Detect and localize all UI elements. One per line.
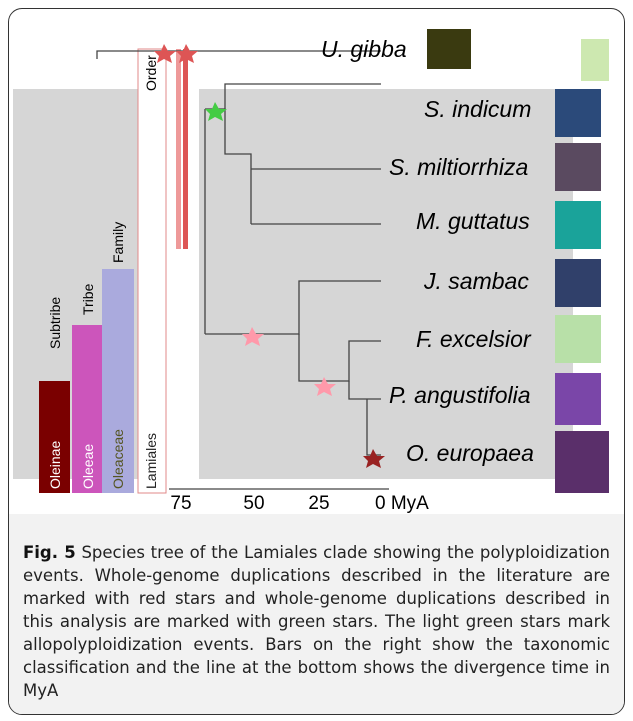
species-label: J. sambac bbox=[423, 268, 529, 294]
species-photo bbox=[555, 143, 601, 191]
tax-header: Subtribe bbox=[47, 297, 63, 349]
species-photo bbox=[427, 29, 471, 69]
tax-header: Tribe bbox=[80, 283, 96, 315]
species-label: S. miltiorrhiza bbox=[389, 154, 528, 180]
page: {"figure": { "species": ["U. gibba", "S.… bbox=[0, 0, 633, 721]
species-photo bbox=[555, 373, 601, 425]
tax-name: Oleeae bbox=[80, 444, 96, 489]
species-photo bbox=[555, 431, 609, 493]
axis-tick-label: 75 bbox=[170, 493, 191, 514]
tax-name: Lamiales bbox=[143, 433, 159, 489]
axis-tick-label: 0 MyA bbox=[375, 493, 429, 514]
caption: Fig. 5 Species tree of the Lamiales clad… bbox=[9, 514, 624, 702]
axis-tick-label: 25 bbox=[308, 493, 329, 514]
species-label: F. excelsior bbox=[416, 326, 532, 352]
axis-tick-label: 50 bbox=[243, 493, 264, 514]
species-label: O. europaea bbox=[406, 440, 534, 466]
figure: Subtribe Tribe Family Order Oleinae Olee… bbox=[8, 8, 625, 715]
caption-box: Fig. 5 Species tree of the Lamiales clad… bbox=[9, 514, 624, 714]
species-label: S. indicum bbox=[424, 96, 531, 122]
species-photo bbox=[555, 259, 601, 307]
species-photo bbox=[555, 89, 601, 137]
species-label: U. gibba bbox=[321, 36, 407, 62]
tax-header: Family bbox=[110, 222, 126, 263]
tax-header: Order bbox=[143, 55, 159, 91]
red-line bbox=[176, 49, 181, 249]
species-photo bbox=[555, 315, 601, 363]
red-line bbox=[183, 49, 188, 249]
species-label: P. angustifolia bbox=[389, 382, 531, 408]
species-photo bbox=[555, 201, 601, 249]
tax-name: Oleaceae bbox=[110, 429, 126, 489]
species-photo bbox=[581, 39, 609, 81]
tax-name: Oleinae bbox=[47, 441, 63, 489]
caption-text: Species tree of the Lamiales clade showi… bbox=[23, 543, 610, 700]
order-bar bbox=[138, 49, 166, 493]
tree-figure: Subtribe Tribe Family Order Oleinae Olee… bbox=[9, 9, 624, 514]
caption-label: Fig. 5 bbox=[23, 543, 76, 562]
body: Subtribe Tribe Family Order Oleinae Olee… bbox=[0, 0, 633, 721]
species-label: M. guttatus bbox=[416, 208, 530, 234]
